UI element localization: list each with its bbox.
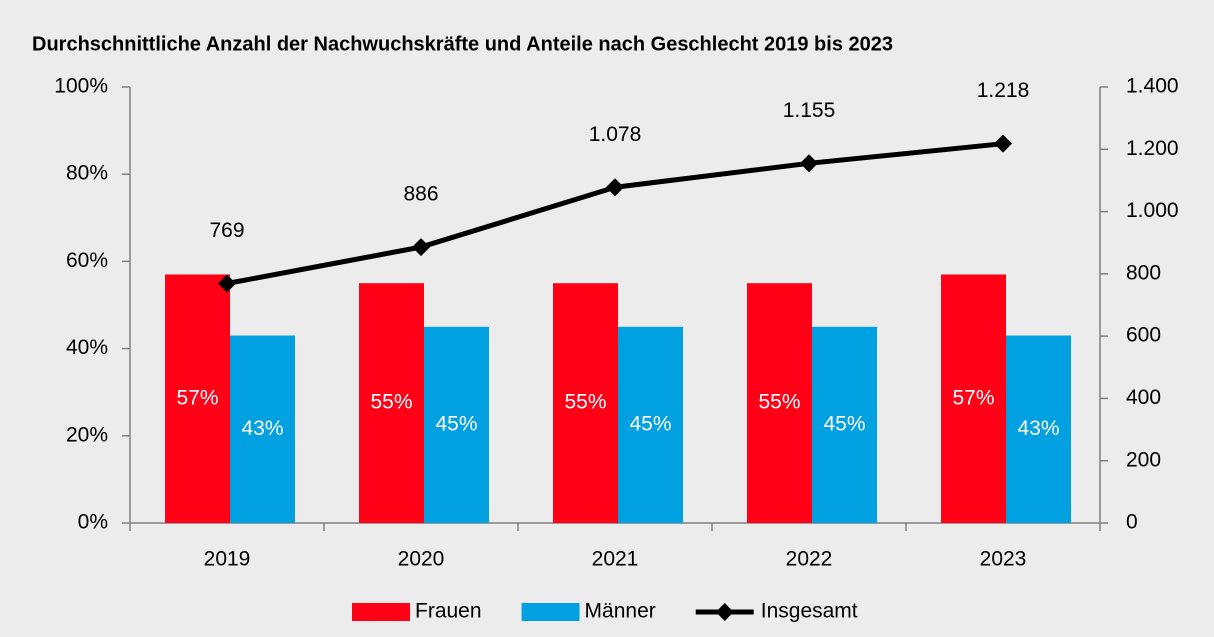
bar (359, 283, 424, 523)
y-tick-label: 60% (66, 249, 108, 272)
line-marker (994, 134, 1012, 153)
bar-label: 45% (629, 412, 671, 435)
bar-label: 57% (176, 386, 218, 409)
y-tick-label: 20% (66, 423, 108, 446)
x-tick-label: 2022 (786, 548, 833, 571)
line-label: 886 (403, 183, 438, 206)
bar (941, 274, 1006, 523)
line-marker (218, 274, 236, 293)
bar (553, 283, 618, 523)
bar (747, 283, 812, 523)
line-marker (606, 178, 624, 197)
bar (812, 326, 877, 523)
line-label: 1.155 (783, 99, 836, 122)
x-tick-label: 2020 (398, 548, 445, 571)
y-tick-label: 100% (54, 75, 108, 98)
x-tick-label: 2023 (980, 548, 1027, 571)
line (226, 141, 1004, 286)
bar (618, 326, 683, 523)
y2-tick-label: 1.000 (1126, 199, 1179, 222)
y2-tick-label: 400 (1126, 386, 1161, 409)
bar-label: 57% (952, 386, 994, 409)
bar (424, 326, 489, 523)
bar-label: 45% (435, 412, 477, 435)
legend-label: Frauen (415, 600, 482, 623)
line-label: 769 (209, 219, 244, 242)
chart-title: Durchschnittliche Anzahl der Nachwuchskr… (32, 33, 893, 55)
bar (165, 274, 230, 523)
x-tick-label: 2019 (204, 548, 251, 571)
bar (1006, 335, 1071, 523)
legend-marker (715, 603, 734, 621)
legend-swatch (352, 603, 410, 621)
bar-label: 43% (241, 417, 283, 440)
line-marker (412, 238, 430, 257)
y-tick-label: 0% (78, 511, 108, 534)
bar (230, 335, 295, 523)
y2-tick-label: 0 (1126, 511, 1138, 534)
line-marker (800, 154, 818, 173)
bar-label: 55% (370, 391, 412, 414)
line-label: 1.078 (589, 123, 642, 146)
x-tick-label: 2021 (592, 548, 639, 571)
y2-tick-label: 800 (1126, 261, 1161, 284)
legend-label: Männer (585, 600, 656, 623)
line-label: 1.218 (977, 79, 1030, 102)
bar-label: 55% (758, 391, 800, 414)
y2-tick-label: 200 (1126, 448, 1161, 471)
bar-label: 45% (823, 412, 865, 435)
y2-tick-label: 600 (1126, 324, 1161, 347)
y-tick-label: 40% (66, 336, 108, 359)
legend-swatch (521, 603, 580, 621)
y-tick-label: 80% (66, 162, 108, 185)
bar-label: 43% (1017, 417, 1059, 440)
y2-tick-label: 1.400 (1126, 75, 1179, 98)
legend-label: Insgesamt (761, 600, 858, 623)
y2-tick-label: 1.200 (1126, 137, 1179, 160)
bar-label: 55% (564, 391, 606, 414)
